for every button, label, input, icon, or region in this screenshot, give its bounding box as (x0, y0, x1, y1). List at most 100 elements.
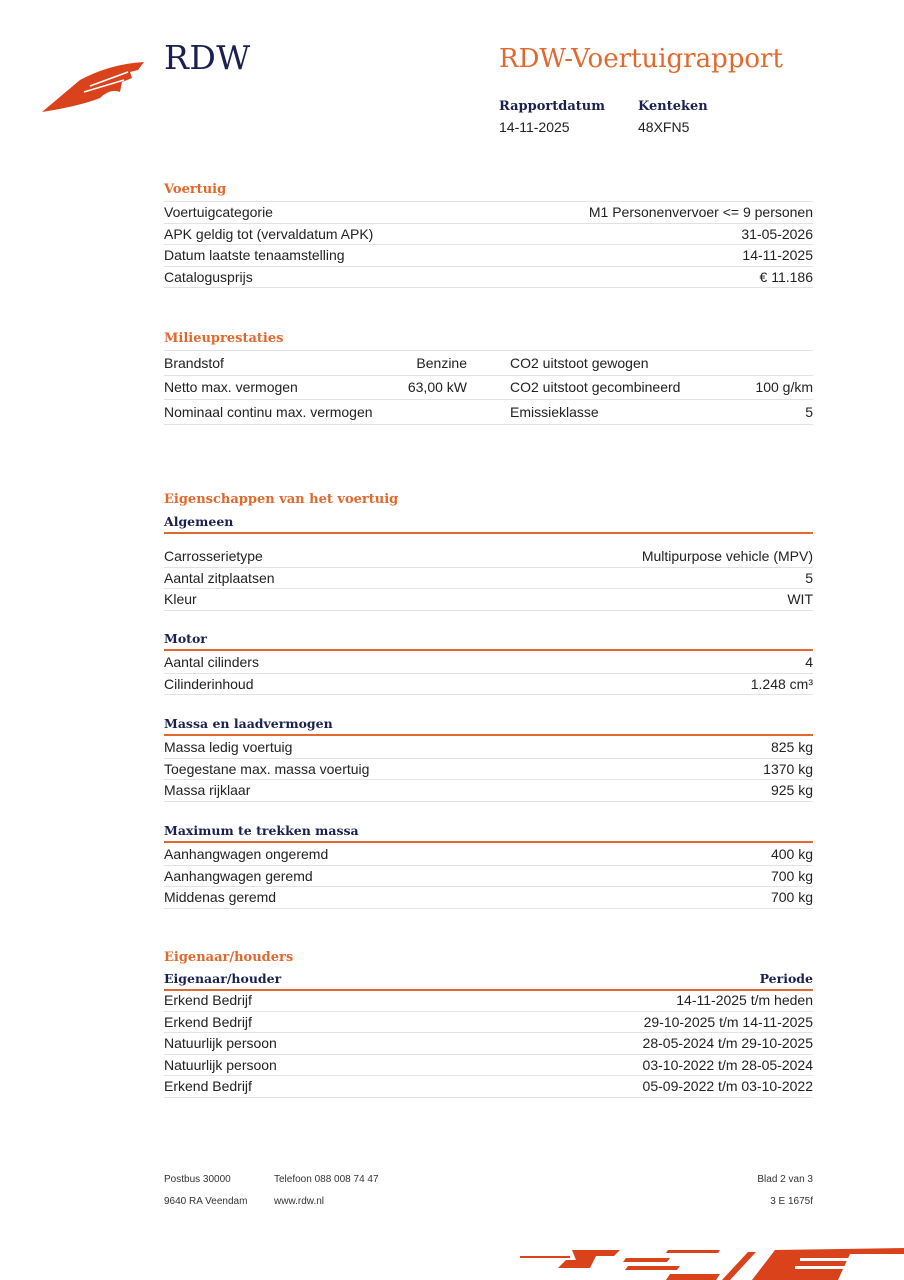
group-heading: Motor (164, 631, 813, 651)
page-title: RDW-Voertuigrapport (499, 44, 783, 74)
row-label: Middenas geremd (164, 889, 277, 906)
table-row: Voertuigcategorie M1 Personenvervoer <= 9… (164, 202, 813, 224)
row-value: 05-09-2022 t/m 03-10-2022 (642, 1078, 813, 1095)
row-value: 5 (805, 569, 813, 586)
owner-table: Erkend Bedrijf 14-11-2025 t/m heden Erkend… (164, 990, 813, 1098)
row-label: Catalogusprijs (164, 268, 253, 285)
milieu-table: Brandstof Benzine CO2 uitstoot gewogen Nett… (164, 350, 813, 425)
table-row: Kleur WIT (164, 589, 813, 611)
row-label-1: Nominaal continu max. vermogen (164, 403, 373, 420)
plate-number: 48XFN5 (638, 119, 690, 135)
row-value: 29-10-2025 t/m 14-11-2025 (643, 1013, 813, 1030)
table-row: Massa rijklaar 925 kg (164, 780, 813, 802)
row-value: M1 Personenvervoer <= 9 personen (588, 204, 813, 221)
row-value: 28-05-2024 t/m 29-10-2025 (642, 1035, 813, 1052)
row-label: Aanhangwagen ongeremd (164, 846, 329, 863)
row-label: Toegestane max. massa voertuig (164, 760, 370, 777)
row-label: APK geldig tot (vervaldatum APK) (164, 225, 374, 242)
section-heading-eigenaar: Eigenaar/houders (164, 950, 294, 965)
row-value: 700 kg (770, 889, 813, 906)
table-row: Brandstof Benzine CO2 uitstoot gewogen (164, 351, 813, 376)
row-value-2: 5 (805, 403, 813, 420)
table-row: Aantal zitplaatsen 5 (164, 568, 813, 589)
row-label-2: CO2 uitstoot gewogen (510, 354, 649, 371)
row-value: 700 kg (770, 867, 813, 884)
row-value: 825 kg (770, 739, 813, 756)
footer-phone: Telefoon 088 008 74 47 (274, 1174, 379, 1185)
row-label: Datum laatste tenaamstelling (164, 247, 345, 264)
row-label: Kleur (164, 591, 197, 608)
plate-label: Kenteken (638, 99, 708, 114)
group-table: Aanhangwagen ongeremd 400 kg Aanhangwagen … (164, 844, 813, 909)
row-label-1: Netto max. vermogen (164, 379, 298, 396)
group-table: Carrosserietype Multipurpose vehicle (MPV… (164, 546, 813, 611)
row-value-1: Benzine (416, 354, 467, 371)
section-heading-milieu: Milieuprestaties (164, 331, 284, 346)
row-value: 925 kg (770, 782, 813, 799)
row-value: 400 kg (770, 846, 813, 863)
group-table: Massa ledig voertuig 825 kg Toegestane max… (164, 737, 813, 802)
footer-web[interactable]: www.rdw.nl (274, 1196, 325, 1207)
table-row: Datum laatste tenaamstelling 14-11-2025 (164, 245, 813, 267)
row-label: Aanhangwagen geremd (164, 867, 313, 884)
row-label: Natuurlijk persoon (164, 1035, 277, 1052)
table-row: Catalogusprijs € 11.186 (164, 267, 813, 288)
row-label: Carrosserietype (164, 548, 263, 565)
row-value: 14-11-2025 t/m heden (676, 992, 813, 1009)
rdw-logo-text: RDW (164, 38, 251, 77)
table-row: Massa ledig voertuig 825 kg (164, 737, 813, 759)
table-row: Aanhangwagen ongeremd 400 kg (164, 844, 813, 866)
row-label-2: Emissieklasse (510, 403, 599, 420)
table-row: Natuurlijk persoon 28-05-2024 t/m 29-10-2… (164, 1033, 813, 1055)
table-row: Erkend Bedrijf 14-11-2025 t/m heden (164, 990, 813, 1012)
row-value: WIT (787, 591, 813, 608)
row-label: Natuurlijk persoon (164, 1056, 277, 1073)
group-heading: Massa en laadvermogen (164, 716, 813, 736)
table-row: Aanhangwagen geremd 700 kg (164, 866, 813, 887)
table-row: Netto max. vermogen 63,00 kW CO2 uitstoot … (164, 376, 813, 400)
row-value: 14-11-2025 (742, 247, 813, 264)
row-label: Voertuigcategorie (164, 204, 273, 221)
section-heading-eigenschappen: Eigenschappen van het voertuig (164, 492, 399, 507)
table-row: Aantal cilinders 4 (164, 652, 813, 674)
table-row: Natuurlijk persoon 03-10-2022 t/m 28-05-2… (164, 1055, 813, 1076)
footer-code: 3 E 1675f (770, 1196, 813, 1207)
col-owner: Eigenaar/houder (164, 971, 282, 986)
row-label: Aantal cilinders (164, 654, 259, 671)
report-date-label: Rapportdatum (499, 99, 605, 114)
footer-address1: Postbus 30000 (164, 1174, 231, 1185)
table-row: Cilinderinhoud 1.248 cm³ (164, 674, 813, 695)
row-label: Erkend Bedrijf (164, 1013, 252, 1030)
row-value: 1370 kg (763, 760, 813, 777)
row-label-1: Brandstof (164, 354, 224, 371)
row-value: Multipurpose vehicle (MPV) (641, 548, 813, 565)
row-label: Massa ledig voertuig (164, 739, 293, 756)
row-label: Erkend Bedrijf (164, 992, 252, 1009)
table-row: Carrosserietype Multipurpose vehicle (MPV… (164, 546, 813, 568)
table-row: Middenas geremd 700 kg (164, 887, 813, 909)
footer-page: Blad 2 van 3 (757, 1174, 813, 1185)
section-heading-voertuig: Voertuig (164, 182, 227, 197)
rdw-feather-logo-icon (42, 62, 144, 112)
row-value: € 11.186 (759, 268, 813, 285)
row-value-1: 63,00 kW (407, 379, 467, 396)
row-value: 1.248 cm³ (750, 675, 813, 692)
voertuig-table: Voertuigcategorie M1 Personenvervoer <= 9… (164, 201, 813, 288)
row-value: 31-05-2026 (741, 225, 813, 242)
group-table: Aantal cilinders 4 Cilinderinhoud 1.248 cm³ (164, 652, 813, 695)
rdw-stripes-decoration-icon (520, 1248, 904, 1280)
table-row: APK geldig tot (vervaldatum APK) 31-05-20… (164, 224, 813, 245)
row-value-2: 100 g/km (755, 379, 813, 396)
row-label: Erkend Bedrijf (164, 1078, 252, 1095)
table-row: Erkend Bedrijf 29-10-2025 t/m 14-11-2025 (164, 1012, 813, 1033)
table-row: Toegestane max. massa voertuig 1370 kg (164, 759, 813, 780)
table-row: Erkend Bedrijf 05-09-2022 t/m 03-10-2022 (164, 1076, 813, 1098)
row-label: Cilinderinhoud (164, 675, 254, 692)
group-heading: Maximum te trekken massa (164, 823, 813, 843)
row-value: 03-10-2022 t/m 28-05-2024 (642, 1056, 813, 1073)
owner-table-header: Eigenaar/houder Periode (164, 971, 813, 991)
table-row: Nominaal continu max. vermogen Emissiekla… (164, 400, 813, 425)
col-period: Periode (759, 971, 813, 986)
footer-address2: 9640 RA Veendam (164, 1196, 248, 1207)
row-value: 4 (805, 654, 813, 671)
